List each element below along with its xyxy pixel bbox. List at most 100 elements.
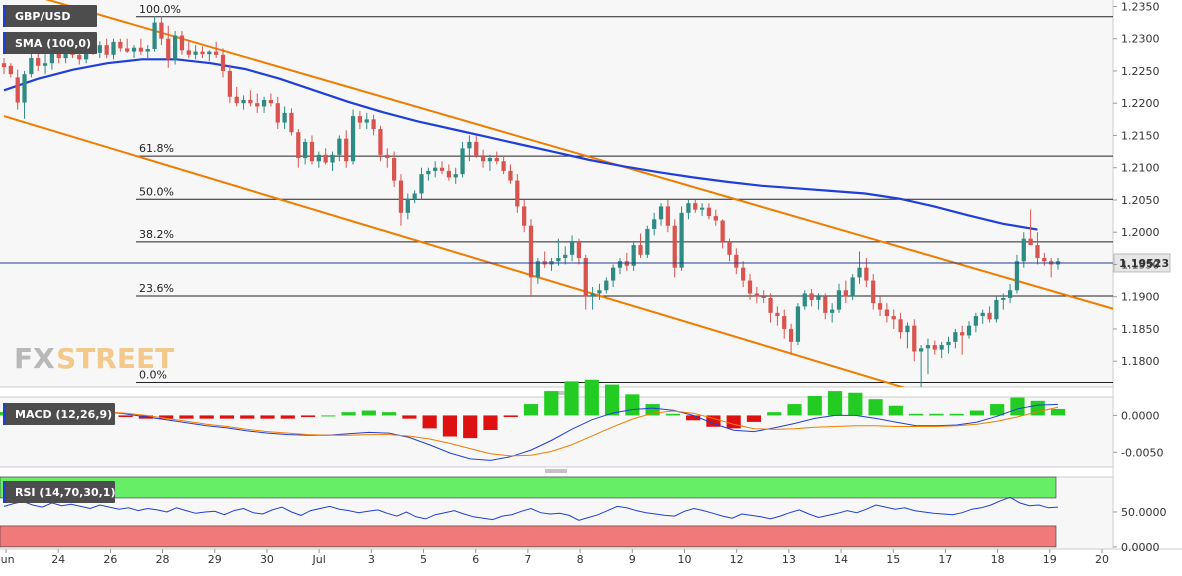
candle-body (480, 156, 486, 162)
candle (611, 264, 616, 288)
candle-body (193, 51, 198, 55)
date-label: 13 (782, 553, 796, 566)
date-label: 18 (991, 553, 1005, 566)
candle (261, 96, 267, 113)
candle (850, 274, 855, 300)
candle-body (446, 170, 451, 178)
candle (515, 174, 520, 213)
candle (111, 38, 116, 60)
macd-legend-label: MACD (12,26,9) (15, 408, 112, 421)
fib-label: 0.0% (139, 368, 167, 381)
candle-body (871, 280, 876, 304)
candle-body (186, 50, 191, 55)
candle-body (234, 96, 239, 104)
candle (871, 274, 876, 310)
date-label: 6 (472, 553, 479, 566)
candle (1042, 252, 1047, 266)
date-label: Jun (0, 553, 15, 566)
candle-body (918, 348, 924, 352)
macd-histogram-bar (827, 391, 843, 416)
candle-body (1035, 245, 1040, 258)
macd-histogram-bar (665, 413, 680, 416)
candle-body (145, 49, 150, 52)
candle-body (528, 225, 534, 278)
date-label: 10 (677, 553, 691, 566)
candle-body (652, 219, 657, 229)
rsi-line (3, 496, 1059, 521)
candle-body (323, 154, 328, 163)
price-tick-label: 1.1800 (1121, 355, 1160, 368)
candle (453, 167, 458, 184)
candle-body (556, 258, 561, 262)
candle (22, 70, 27, 119)
date-label: 24 (51, 553, 65, 566)
candle-body (125, 48, 130, 52)
candle-body (864, 267, 869, 281)
date-label: 12 (730, 553, 744, 566)
candle-body (672, 225, 677, 268)
candle-body (289, 112, 294, 133)
price-tick-label: 1.2050 (1121, 194, 1160, 207)
candle (131, 45, 137, 59)
price-tick-label: 1.2150 (1121, 129, 1160, 142)
candle (433, 161, 438, 178)
candle-body (42, 63, 48, 66)
price-panel (0, 0, 1113, 387)
date-label: 26 (103, 553, 117, 566)
rsi-indicator: 50.0000 0.0000 (0, 476, 1167, 554)
date-label: 3 (368, 553, 375, 566)
candle-body (118, 41, 123, 49)
candle-body (706, 207, 712, 217)
candle-body (563, 254, 568, 258)
candle-body (727, 241, 732, 255)
date-label: 5 (420, 553, 427, 566)
candle-body (973, 316, 978, 326)
date-label: 29 (208, 553, 222, 566)
candle-body (255, 103, 260, 107)
candle-body (364, 119, 369, 123)
candle-body (179, 35, 185, 51)
candle (125, 38, 130, 53)
candle (754, 287, 759, 304)
candle-body (453, 174, 458, 178)
candle (1, 58, 7, 75)
candle-body (611, 267, 616, 281)
candle-body (747, 280, 753, 294)
candle-body (49, 51, 55, 64)
candle (104, 38, 109, 59)
last-price-line: 1.19523 (0, 253, 1171, 273)
candle (569, 235, 575, 262)
candle (617, 258, 623, 275)
candle (412, 190, 417, 204)
candle (350, 109, 356, 165)
candle (405, 193, 410, 220)
macd-histogram-bar (1050, 408, 1066, 416)
macd-histogram-bar (929, 413, 944, 416)
candle (309, 135, 315, 165)
candle-body (987, 312, 992, 320)
macd-histogram-bar (1010, 397, 1025, 416)
candle-body (391, 158, 397, 181)
panel-splitter-handle-2[interactable] (545, 469, 567, 473)
candle-body (1014, 261, 1020, 291)
macd-histogram-bar (645, 404, 660, 416)
symbol-label: GBP/USD (15, 10, 70, 23)
date-label: 17 (938, 553, 952, 566)
date-label: 7 (524, 553, 531, 566)
candle (857, 251, 862, 284)
candle-body (994, 299, 999, 320)
candle (357, 110, 363, 129)
candle (590, 287, 595, 310)
macd-histogram-bar (969, 410, 985, 416)
macd-histogram-bar (990, 404, 1005, 416)
candle-body (282, 112, 287, 123)
candle (460, 141, 465, 178)
candle (227, 64, 232, 104)
candle-body (686, 203, 691, 213)
candle-body (535, 261, 540, 278)
macd-indicator: 0.0000 -0.0050 (0, 379, 1163, 461)
candle (501, 156, 506, 175)
candle-body (200, 51, 205, 55)
candle-body (905, 325, 910, 333)
candle-body (823, 296, 828, 313)
